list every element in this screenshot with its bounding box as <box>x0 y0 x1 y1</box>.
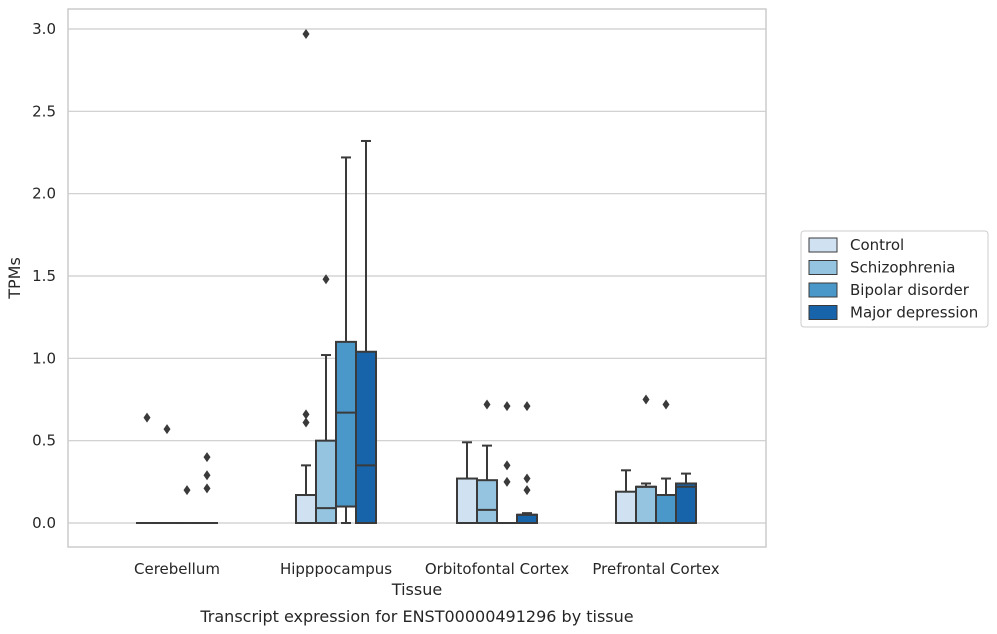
outlier-point <box>302 409 310 420</box>
legend-swatch <box>808 260 838 275</box>
y-tick-label: 2.5 <box>32 102 56 120</box>
legend-label: Bipolar disorder <box>850 281 970 299</box>
outlier-point <box>483 399 491 410</box>
box-control <box>456 441 478 525</box>
outlier-point <box>503 476 511 487</box>
box-body <box>615 490 637 525</box>
outlier-point <box>203 452 211 463</box>
outlier-point <box>143 412 151 423</box>
legend-label: Major depression <box>850 304 978 322</box>
x-axis-ticks: Cerebellum Hipppocampus Orbitofontal Corte… <box>134 560 720 578</box>
outlier-point <box>523 485 531 496</box>
y-tick-label: 1.5 <box>32 267 56 285</box>
outlier-point <box>662 399 670 410</box>
legend-swatch <box>808 237 838 253</box>
x-tick-label: Cerebellum <box>134 560 220 578</box>
outlier-point <box>642 394 650 405</box>
outlier-point <box>523 401 531 412</box>
y-tick-label: 0.0 <box>32 514 56 532</box>
legend-label: Control <box>850 236 904 254</box>
legend-swatch <box>808 282 838 298</box>
box-schizophrenia <box>476 399 498 525</box>
outlier-point <box>163 424 171 435</box>
outlier-point <box>503 460 511 471</box>
outlier-point <box>302 28 310 39</box>
box-major-depression <box>355 139 377 524</box>
x-tick-label: Hipppocampus <box>280 560 392 578</box>
x-tick-label: Prefrontal Cortex <box>592 560 719 578</box>
box-body <box>355 350 377 524</box>
chart-caption: Transcript expression for ENST0000049129… <box>199 607 633 626</box>
outlier-point <box>183 485 191 496</box>
outlier-point <box>203 470 211 481</box>
box-bipolar-disorder <box>496 401 518 525</box>
box-major-depression <box>675 472 697 525</box>
y-tick-label: 1.0 <box>32 349 56 367</box>
x-tick-label: Orbitofontal Cortex <box>425 560 569 578</box>
y-tick-label: 3.0 <box>32 20 56 38</box>
box-bipolar-disorder <box>335 156 357 524</box>
box-body <box>315 439 337 524</box>
box-body <box>295 494 317 524</box>
box-body <box>335 340 357 508</box>
legend-frame <box>800 230 989 328</box>
box-body <box>516 513 538 524</box>
y-axis-ticks: 0.0 0.5 1.0 1.5 2.0 2.5 3.0 <box>32 20 56 532</box>
y-axis-label: TPMs <box>5 257 24 300</box>
outlier-point <box>302 417 310 428</box>
legend-swatch <box>808 305 838 320</box>
box-major-depression <box>516 401 538 524</box>
box-body <box>635 485 657 525</box>
outlier-point <box>523 473 531 484</box>
outlier-point <box>322 274 330 285</box>
plot-frame <box>67 8 767 548</box>
plot-area <box>68 9 766 547</box>
box-bipolar-disorder <box>655 399 677 524</box>
box-body <box>655 494 677 524</box>
x-axis-label: Tissue <box>391 580 442 599</box>
box-body <box>675 482 697 525</box>
outlier-point <box>203 483 211 494</box>
box-control <box>295 28 317 524</box>
y-tick-label: 0.5 <box>32 432 56 450</box>
box-groups <box>136 28 697 525</box>
y-tick-label: 2.0 <box>32 185 56 203</box>
box-body <box>456 477 478 525</box>
grid-lines <box>68 28 766 524</box>
box-body <box>476 479 498 525</box>
outlier-point <box>503 401 511 412</box>
legend-label: Schizophrenia <box>850 259 955 277</box>
legend: Control Schizophrenia Bipolar disorder Majo… <box>800 230 989 328</box>
box-major-depression <box>196 452 218 525</box>
